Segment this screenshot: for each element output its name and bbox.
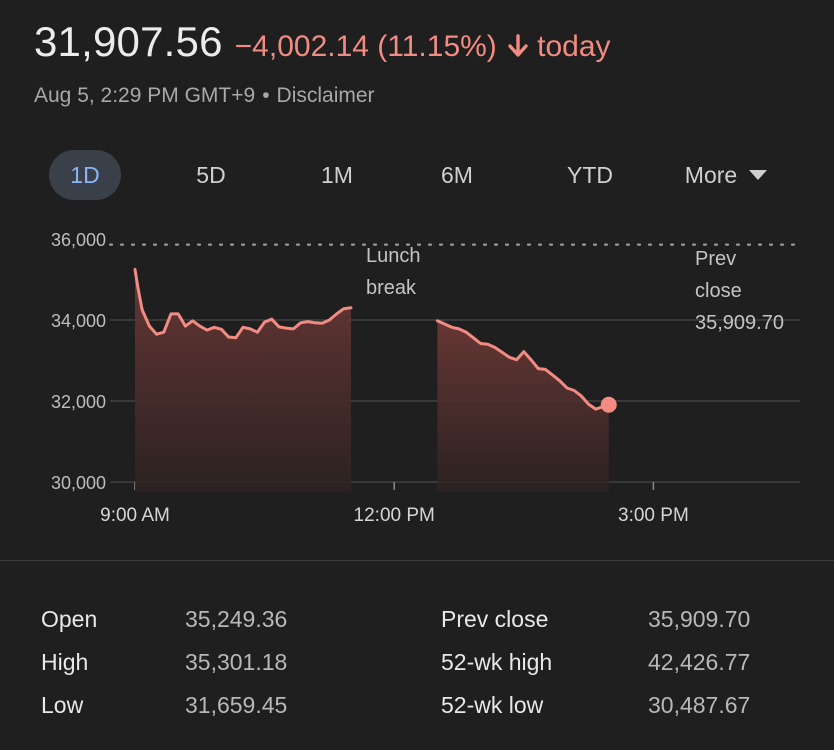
stat-value-52wk-low: 30,487.67 [648,692,751,718]
stat-label-high: High [41,649,89,675]
y-axis-labels: 36,000 34,000 32,000 30,000 [51,230,106,493]
quote-subline: Aug 5, 2:29 PM GMT+9 • Disclaimer [34,84,375,108]
y-tick-label: 30,000 [51,473,106,493]
tab-6m[interactable]: 6M [422,150,492,200]
x-axis: 9:00 AM 12:00 PM 3:00 PM [100,482,689,526]
x-tick-label: 3:00 PM [618,505,689,526]
chart-lines [133,267,617,413]
tab-more[interactable]: More [666,150,786,200]
tab-label: YTD [567,162,613,188]
change-period: today [537,30,611,63]
y-tick-label: 36,000 [51,230,106,250]
tab-label: 6M [441,162,473,188]
y-tick-label: 34,000 [51,311,106,331]
tab-1m[interactable]: 1M [302,150,372,200]
tab-label: 5D [196,162,226,188]
stat-value-52wk-high: 42,426.77 [648,649,751,675]
change-value: −4,002.14 (11.15%) [234,30,497,63]
separator: • [262,84,270,107]
prev-close-label: Prev [695,248,736,270]
x-tick-label: 12:00 PM [354,505,435,526]
current-price-dot [600,396,617,413]
stat-value-open: 35,249.36 [185,606,288,632]
stat-row-open: Open 35,249.36 Prev close 35,909.70 [0,606,834,636]
tab-label: 1M [321,162,353,188]
stat-label-52wk-high: 52-wk high [441,649,553,675]
tab-label: 1D [70,162,100,188]
price-chart[interactable]: 9:00 AM 12:00 PM 3:00 PM 36,000 34,000 32,00… [0,220,834,540]
area-fill-morning [135,269,351,492]
quote-header: 31,907.56 −4,002.14 (11.15%) today [34,18,611,66]
stat-label-prev-close: Prev close [441,606,549,632]
disclaimer-link[interactable]: Disclaimer [276,84,375,107]
lunch-break-label: break [366,277,417,299]
chart-annotations: Lunch break Prev close 35,909.70 [366,245,784,334]
stat-value-low: 31,659.45 [185,692,288,718]
range-tabs: 1D 5D 1M 6M YTD More [0,150,834,200]
tab-label: More [684,162,738,188]
stat-row-low: Low 31,659.45 52-wk low 30,487.67 [0,692,834,722]
lunch-break-label: Lunch [366,245,421,267]
arrow-down-icon [507,30,529,64]
stat-row-high: High 35,301.18 52-wk high 42,426.77 [0,649,834,679]
area-fill-afternoon [437,320,609,492]
tab-1d[interactable]: 1D [49,150,121,200]
section-divider [0,560,834,561]
price-line-afternoon [435,319,611,411]
stat-value-prev-close: 35,909.70 [648,606,751,632]
timestamp: Aug 5, 2:29 PM GMT+9 [34,84,256,107]
prev-close-value: 35,909.70 [695,312,784,334]
stat-label-low: Low [41,692,84,718]
tab-5d[interactable]: 5D [178,150,244,200]
stat-value-high: 35,301.18 [185,649,288,675]
stat-label-open: Open [41,606,98,632]
price-line-morning [133,267,353,340]
y-tick-label: 32,000 [51,392,106,412]
x-tick-label: 9:00 AM [100,505,170,526]
dropdown-caret-icon [749,170,768,180]
current-price: 31,907.56 [34,18,223,65]
chart-areas [135,269,609,492]
prev-close-label: close [695,280,742,302]
price-change: −4,002.14 (11.15%) today [235,30,611,64]
tab-ytd[interactable]: YTD [550,150,630,200]
stat-label-52wk-low: 52-wk low [441,692,544,718]
